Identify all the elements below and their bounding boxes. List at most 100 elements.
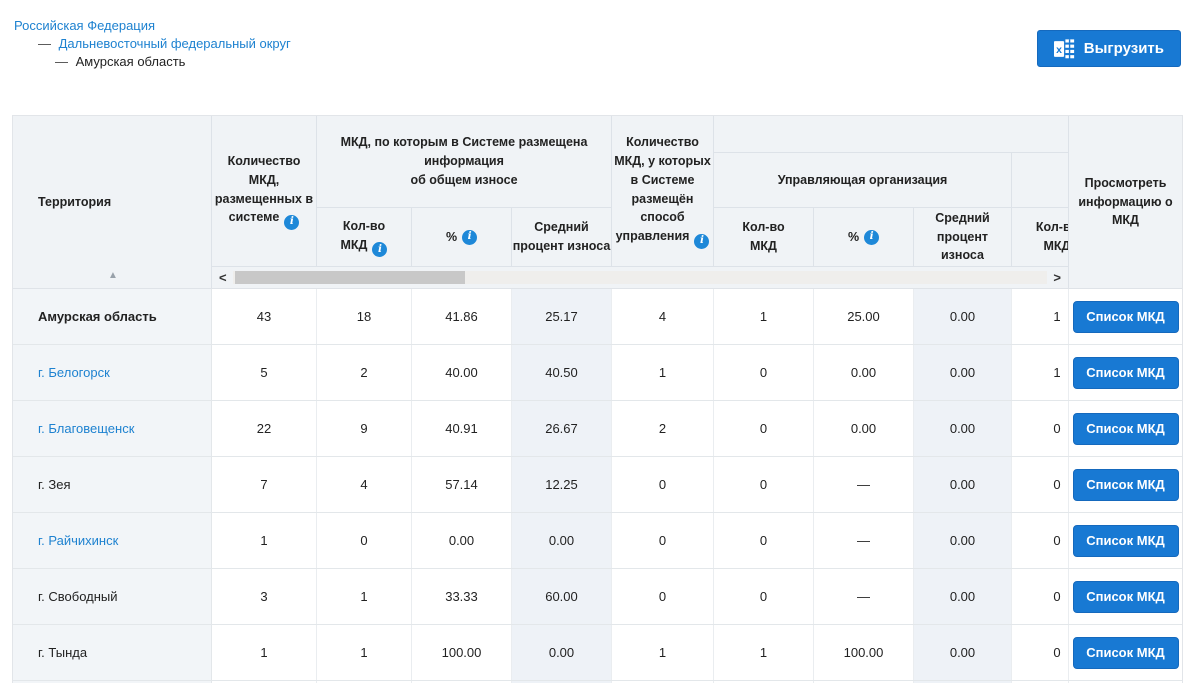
column-header-uo-percent: % i (814, 208, 914, 267)
cell-uo-count: 0 (714, 569, 814, 624)
territory-label: г. Зея (38, 477, 71, 492)
cell-wear-percent: 33.33 (412, 569, 512, 624)
cell-wear-average: 0.00 (512, 625, 612, 680)
cell-uo-percent: — (814, 513, 914, 568)
breadcrumb-current-region: Амурская область (75, 54, 186, 69)
list-mkd-button[interactable]: Список МКД (1072, 468, 1179, 501)
scrollbar-track[interactable] (232, 271, 1048, 284)
cell-count-in-system: 7 (212, 457, 317, 512)
cell-uo-average: 0.00 (914, 625, 1012, 680)
svg-text:x: x (1056, 43, 1062, 55)
info-icon[interactable]: i (284, 214, 300, 230)
table-row: г. Зея 7 4 57.14 12.25 0 0 — 0.00 0 Спис… (13, 457, 1182, 513)
cell-count-in-system: 1 (212, 513, 317, 568)
info-icon[interactable]: i (864, 229, 880, 245)
cell-wear-percent: 0.00 (412, 513, 512, 568)
territory-label: г. Свободный (38, 589, 118, 604)
breadcrumb: Российская Федерация — Дальневосточный ф… (14, 17, 291, 71)
action-cell: Список МКД (1069, 625, 1182, 680)
cell-wear-average: 12.25 (512, 457, 612, 512)
column-header-count-in-system: Количество МКД, размещенных в системе i (212, 116, 317, 267)
cell-wear-percent: 40.00 (412, 345, 512, 400)
top-bar: Российская Федерация — Дальневосточный ф… (0, 0, 1193, 100)
cell-uo-average: 0.00 (914, 345, 1012, 400)
column-header-wear-average: Средний процент износа (512, 208, 612, 267)
cell-count-in-system: 3 (212, 569, 317, 624)
column-header-uo-average: Средний процент износа (914, 208, 1012, 267)
territory-label: Амурская область (38, 309, 157, 324)
column-header-uo-count: Кол-во МКД (714, 208, 814, 267)
cell-uo-percent: — (814, 569, 914, 624)
column-header-clipped: Кол-во МКД (1012, 208, 1069, 267)
table-row: г. Свободный 3 1 33.33 60.00 0 0 — 0.00 … (13, 569, 1182, 625)
sort-asc-icon[interactable]: ▲ (108, 270, 118, 281)
list-mkd-button[interactable]: Список МКД (1072, 636, 1179, 669)
cell-management-method-count: 0 (612, 457, 714, 512)
territory-cell: г. Райчихинск (13, 513, 212, 568)
cell-count-in-system: 43 (212, 289, 317, 344)
cell-wear-percent: 40.91 (412, 401, 512, 456)
cell-wear-count: 2 (317, 345, 412, 400)
territory-label: г. Тында (38, 645, 88, 660)
territory-label[interactable]: г. Благовещенск (38, 421, 135, 436)
cell-wear-average: 0.00 (512, 513, 612, 568)
cell-count-in-system: 22 (212, 401, 317, 456)
list-mkd-button[interactable]: Список МКД (1072, 580, 1179, 613)
cell-clipped: 0 (1012, 569, 1069, 624)
territory-label[interactable]: г. Райчихинск (38, 533, 119, 548)
breadcrumb-link-district[interactable]: Дальневосточный федеральный округ (58, 36, 291, 51)
list-mkd-button[interactable]: Список МКД (1072, 412, 1179, 445)
chevron-right-icon[interactable]: > (1053, 270, 1061, 285)
cell-clipped: 1 (1012, 345, 1069, 400)
cell-clipped: 0 (1012, 513, 1069, 568)
territory-cell: г. Тында (13, 625, 212, 680)
export-button[interactable]: x Выгрузить (1036, 30, 1181, 67)
cell-wear-count: 4 (317, 457, 412, 512)
column-header-wear-count: Кол-во МКД i (317, 208, 412, 267)
list-mkd-button[interactable]: Список МКД (1072, 300, 1179, 333)
territory-label[interactable]: г. Белогорск (38, 365, 110, 380)
cell-wear-percent: 100.00 (412, 625, 512, 680)
scrollbar-thumb[interactable] (234, 271, 465, 284)
cell-wear-average: 40.50 (512, 345, 612, 400)
table-row: г. Райчихинск 1 0 0.00 0.00 0 0 — 0.00 0… (13, 513, 1182, 569)
cell-uo-average: 0.00 (914, 569, 1012, 624)
breadcrumb-link-russia[interactable]: Российская Федерация (14, 18, 156, 33)
list-mkd-button[interactable]: Список МКД (1072, 524, 1179, 557)
cell-management-method-count: 4 (612, 289, 714, 344)
cell-wear-count: 18 (317, 289, 412, 344)
territory-cell: г. Белогорск (13, 345, 212, 400)
cell-uo-average: 0.00 (914, 401, 1012, 456)
column-header-wear-percent: % i (412, 208, 512, 267)
action-cell: Список МКД (1069, 569, 1182, 624)
cell-management-method-count: 1 (612, 625, 714, 680)
cell-clipped: 0 (1012, 401, 1069, 456)
cell-uo-percent: 0.00 (814, 401, 914, 456)
header-empty-cell (1012, 153, 1069, 208)
cell-uo-count: 0 (714, 345, 814, 400)
breadcrumb-dash: — (55, 54, 68, 69)
table-row: Амурская область 43 18 41.86 25.17 4 1 2… (13, 289, 1182, 345)
info-icon[interactable]: i (462, 229, 478, 245)
cell-uo-percent: 0.00 (814, 345, 914, 400)
column-header-management-method-count: Количество МКД, у которых в Системе разм… (612, 116, 714, 267)
cell-uo-count: 1 (714, 625, 814, 680)
cell-wear-count: 9 (317, 401, 412, 456)
list-mkd-button[interactable]: Список МКД (1072, 356, 1179, 389)
info-icon[interactable]: i (694, 233, 710, 249)
cell-wear-percent: 41.86 (412, 289, 512, 344)
cell-uo-percent: 100.00 (814, 625, 914, 680)
cell-uo-count: 1 (714, 289, 814, 344)
info-icon[interactable]: i (372, 242, 388, 258)
cell-uo-average: 0.00 (914, 513, 1012, 568)
table-body: Амурская область 43 18 41.86 25.17 4 1 2… (13, 289, 1182, 681)
cell-uo-percent: 25.00 (814, 289, 914, 344)
cell-wear-count: 1 (317, 625, 412, 680)
cell-uo-count: 0 (714, 457, 814, 512)
cell-uo-percent: — (814, 457, 914, 512)
cell-clipped: 0 (1012, 457, 1069, 512)
cell-wear-count: 1 (317, 569, 412, 624)
action-cell: Список МКД (1069, 345, 1182, 400)
column-header-territory: Территория ▲ (13, 116, 212, 288)
chevron-left-icon[interactable]: < (219, 270, 227, 285)
